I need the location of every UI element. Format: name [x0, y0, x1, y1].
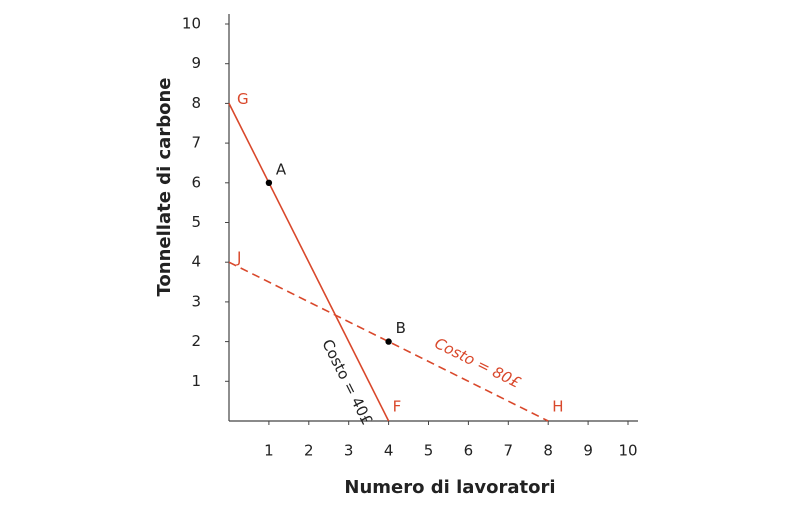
- isocost-line: [228, 103, 390, 422]
- x-tick-label: 4: [384, 442, 394, 460]
- y-tick-label: 2: [191, 332, 201, 350]
- series-label: Costo = 80£: [432, 334, 524, 392]
- y-tick-label: 4: [191, 253, 201, 271]
- endpoint-label: J: [236, 249, 241, 267]
- x-tick-label: 8: [543, 442, 553, 460]
- endpoint-label: G: [237, 90, 249, 108]
- y-axis-title: Tonnellate di carbone: [154, 78, 175, 297]
- isocost-line: [228, 261, 549, 422]
- y-tick-label: 3: [191, 292, 201, 310]
- x-tick-label: 5: [424, 442, 434, 460]
- series-label: Costo = 40£: [318, 336, 376, 427]
- x-tick-label: 10: [618, 442, 637, 460]
- y-tick-label: 8: [191, 94, 201, 112]
- x-axis-title: Numero di lavoratori: [344, 477, 555, 498]
- x-tick-label: 2: [304, 442, 314, 460]
- y-tick-label: 7: [191, 134, 201, 152]
- endpoint-label: F: [393, 398, 402, 416]
- x-tick-label: 9: [583, 442, 593, 460]
- point: [265, 179, 273, 186]
- point-label: A: [276, 160, 287, 178]
- y-tick-label: 9: [191, 54, 201, 72]
- x-tick-label: 3: [344, 442, 354, 460]
- y-tick-label: 5: [191, 213, 201, 231]
- y-tick-label: 10: [182, 15, 201, 33]
- x-tick-label: 1: [264, 442, 274, 460]
- x-tick-label: 7: [504, 442, 514, 460]
- y-tick-label: 6: [191, 173, 201, 191]
- endpoint-label: H: [552, 398, 563, 416]
- y-tick-label: 1: [191, 372, 201, 390]
- point-label: B: [396, 319, 406, 337]
- point: [385, 338, 392, 345]
- x-tick-label: 6: [464, 442, 474, 460]
